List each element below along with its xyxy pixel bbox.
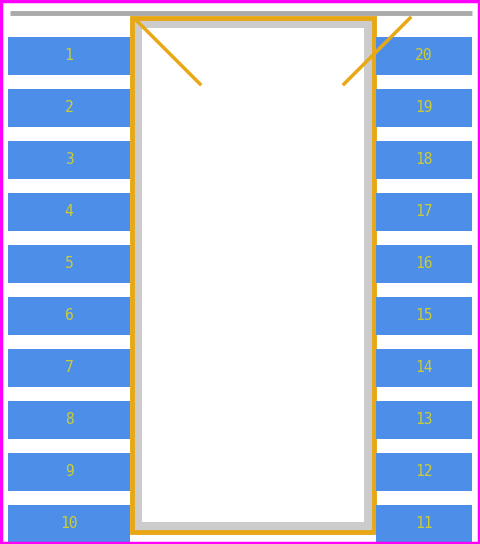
Bar [8, 349, 130, 387]
Text: 9: 9 [65, 465, 73, 479]
Bar [376, 297, 472, 335]
Bar [8, 245, 130, 283]
Text: 1: 1 [65, 48, 73, 64]
Bar [376, 141, 472, 179]
Bar [8, 505, 130, 543]
Bar [8, 401, 130, 439]
Text: 8: 8 [65, 412, 73, 428]
Text: 16: 16 [415, 257, 433, 271]
Text: 13: 13 [415, 412, 433, 428]
Bar [376, 349, 472, 387]
Bar [376, 89, 472, 127]
Text: 18: 18 [415, 152, 433, 168]
Bar [376, 401, 472, 439]
Text: 5: 5 [65, 257, 73, 271]
Text: 15: 15 [415, 308, 433, 324]
Text: 7: 7 [65, 361, 73, 375]
Text: 10: 10 [60, 516, 78, 531]
Text: 3: 3 [65, 152, 73, 168]
Bar [376, 37, 472, 75]
Bar [132, 18, 374, 532]
Text: 14: 14 [415, 361, 433, 375]
Bar [8, 37, 130, 75]
Bar [376, 245, 472, 283]
Bar [8, 297, 130, 335]
Text: 6: 6 [65, 308, 73, 324]
Bar [8, 453, 130, 491]
Bar [142, 28, 364, 522]
Text: 19: 19 [415, 101, 433, 115]
Bar [376, 453, 472, 491]
Text: 2: 2 [65, 101, 73, 115]
Text: 17: 17 [415, 205, 433, 219]
Bar [8, 141, 130, 179]
Bar [376, 505, 472, 543]
Text: 4: 4 [65, 205, 73, 219]
Text: 20: 20 [415, 48, 433, 64]
Bar [8, 89, 130, 127]
Text: 11: 11 [415, 516, 433, 531]
Bar [8, 193, 130, 231]
Text: 12: 12 [415, 465, 433, 479]
Bar [376, 193, 472, 231]
